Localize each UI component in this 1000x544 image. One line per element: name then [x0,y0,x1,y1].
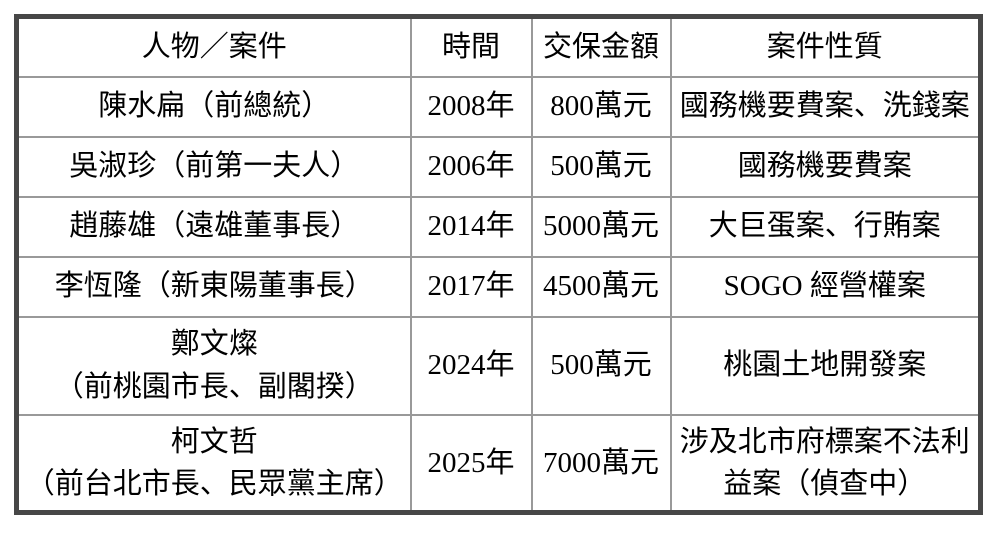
cell-person: 陳水扁（前總統） [15,75,412,138]
cell-bail: 500萬元 [530,135,672,198]
cell-nature: 國務機要費案 [669,135,982,198]
cell-nature: 大巨蛋案、行賄案 [669,195,982,258]
cell-nature: SOGO 經營權案 [669,255,982,318]
cell-year: 2008年 [409,75,533,138]
cell-person: 吳淑珍（前第一夫人） [15,135,412,198]
table-row: 柯文哲 （前台北市長、民眾黨主席） 2025年 7000萬元 涉及北市府標案不法… [15,413,982,514]
table-row: 陳水扁（前總統） 2008年 800萬元 國務機要費案、洗錢案 [15,75,982,138]
cell-nature: 桃園土地開發案 [669,315,982,416]
col-header-bail-amount: 交保金額 [530,15,672,78]
cell-nature: 涉及北市府標案不法利 益案（偵查中） [669,413,982,514]
cell-bail: 7000萬元 [530,413,672,514]
cell-person: 李恆隆（新東陽董事長） [15,255,412,318]
table-row: 趙藤雄（遠雄董事長） 2014年 5000萬元 大巨蛋案、行賄案 [15,195,982,258]
cell-bail: 800萬元 [530,75,672,138]
cell-person: 鄭文燦 （前桃園市長、副閣揆） [15,315,412,416]
header-row: 人物／案件 時間 交保金額 案件性質 [15,15,982,78]
table-row: 李恆隆（新東陽董事長） 2017年 4500萬元 SOGO 經營權案 [15,255,982,318]
table-row: 吳淑珍（前第一夫人） 2006年 500萬元 國務機要費案 [15,135,982,198]
col-header-time: 時間 [409,15,533,78]
cell-year: 2025年 [409,413,533,514]
table-row: 鄭文燦 （前桃園市長、副閣揆） 2024年 500萬元 桃園土地開發案 [15,315,982,416]
cell-bail: 4500萬元 [530,255,672,318]
cell-bail: 5000萬元 [530,195,672,258]
cell-person: 趙藤雄（遠雄董事長） [15,195,412,258]
cell-bail: 500萬元 [530,315,672,416]
bail-table: 人物／案件 時間 交保金額 案件性質 陳水扁（前總統） 2008年 800萬元 … [14,14,983,515]
cell-year: 2006年 [409,135,533,198]
cell-year: 2014年 [409,195,533,258]
col-header-case-nature: 案件性質 [669,15,982,78]
col-header-person-case: 人物／案件 [15,15,412,78]
cell-person: 柯文哲 （前台北市長、民眾黨主席） [15,413,412,514]
cell-year: 2017年 [409,255,533,318]
cell-nature: 國務機要費案、洗錢案 [669,75,982,138]
cell-year: 2024年 [409,315,533,416]
